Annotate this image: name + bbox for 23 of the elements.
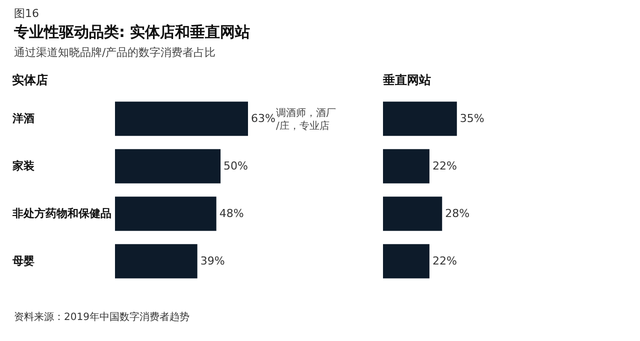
- y-tick-label: 母婴: [12, 254, 34, 268]
- y-tick-label: 洋酒: [12, 112, 34, 125]
- data-label: 22%: [432, 159, 457, 172]
- chart-title: 专业性驱动品类: 实体店和垂直网站: [14, 23, 252, 42]
- bar: [115, 196, 216, 231]
- caption: 图16: [14, 6, 40, 21]
- chart-subtitle: 通过渠道知晓品牌/产品的数字消费者占比: [14, 45, 217, 60]
- y-tick-label: 家装: [12, 159, 34, 172]
- bar: [115, 149, 221, 184]
- text: 实体店: [12, 73, 48, 87]
- y-tick-label: 非处方药物和保健品: [12, 206, 112, 220]
- series-label: 垂直网站: [382, 73, 431, 87]
- data-label: 39%: [200, 254, 225, 268]
- bar: [115, 244, 198, 278]
- data-label: 22%: [432, 254, 457, 268]
- text: 调酒师，酒厂/庄，专业店: [276, 106, 336, 132]
- data-label: 48%: [219, 206, 244, 220]
- text: 资料来源：2019年中国数字消费者趋势: [14, 310, 190, 324]
- data-label: 50%: [224, 159, 248, 172]
- data-label: 35%: [460, 112, 484, 125]
- data-label: 28%: [445, 206, 470, 220]
- data-label: 63%: [251, 112, 276, 125]
- bar: [115, 102, 248, 136]
